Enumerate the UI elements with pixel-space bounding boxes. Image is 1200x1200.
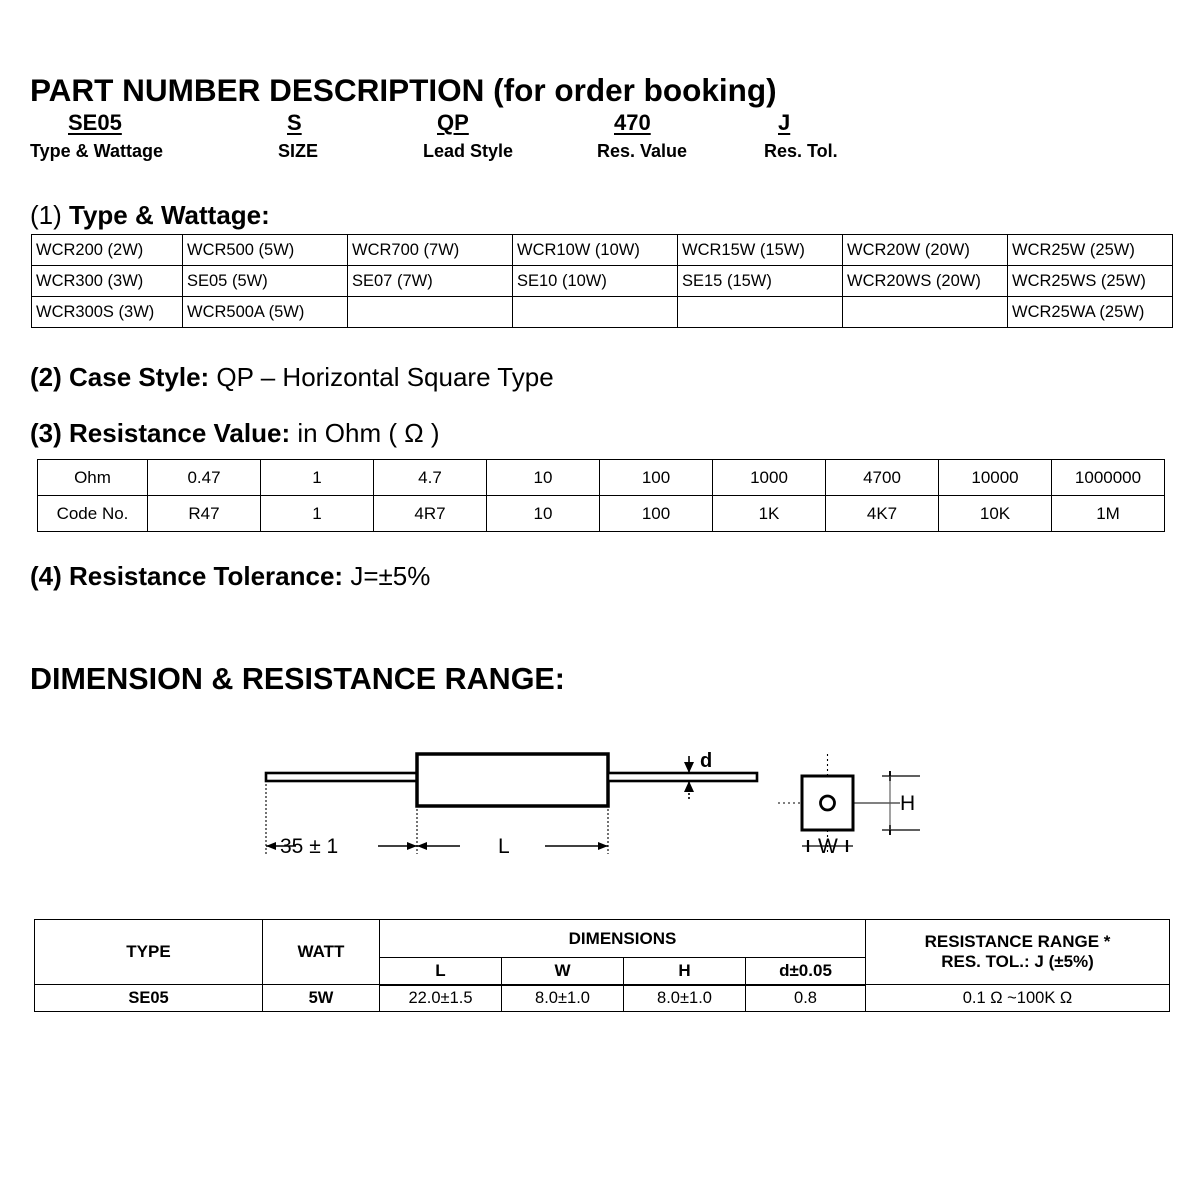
svg-text:H: H bbox=[900, 792, 915, 815]
svg-text:L: L bbox=[498, 835, 510, 858]
svg-text:d: d bbox=[700, 750, 712, 772]
svg-text:W: W bbox=[818, 835, 838, 858]
svg-text:35 ± 1: 35 ± 1 bbox=[280, 835, 338, 858]
